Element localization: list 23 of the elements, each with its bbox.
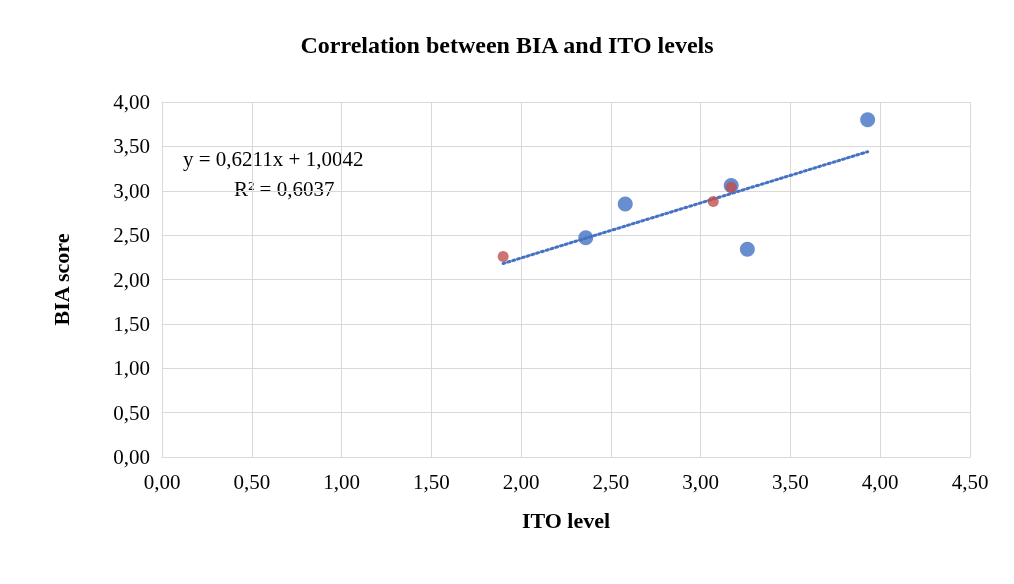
x-tick-label: 1,50	[412, 469, 450, 494]
y-axis-title: BIA score	[48, 233, 74, 326]
x-tick-label: 0,50	[233, 469, 271, 494]
chart-title: Correlation between BIA and ITO levels	[300, 32, 714, 58]
y-tick-label: 4,00	[113, 90, 150, 114]
y-tick-label: 2,50	[113, 223, 150, 248]
x-tick-label: 4,50	[951, 469, 989, 494]
x-tick-label: 2,50	[592, 469, 630, 494]
x-tick-label: 0,00	[143, 469, 181, 494]
x-tick-label: 2,00	[502, 469, 540, 494]
annotation: y = 0,6211x + 1,0042	[183, 146, 364, 171]
y-tick-label: 2,00	[113, 267, 150, 292]
y-tick-label: 1,50	[113, 311, 150, 336]
x-axis-title: ITO level	[521, 507, 611, 533]
y-tick-label: 0,50	[113, 400, 150, 425]
y-tick-label: 1,00	[113, 356, 150, 381]
y-tick-label: 3,50	[113, 134, 150, 159]
x-tick-label: 1,00	[323, 469, 360, 494]
x-tick-label: 4,00	[861, 469, 899, 494]
y-tick-label: 0,00	[113, 445, 150, 469]
x-tick-label: 3,50	[772, 469, 809, 494]
x-tick-label: 3,00	[682, 469, 720, 494]
y-tick-label: 3,00	[113, 178, 150, 203]
